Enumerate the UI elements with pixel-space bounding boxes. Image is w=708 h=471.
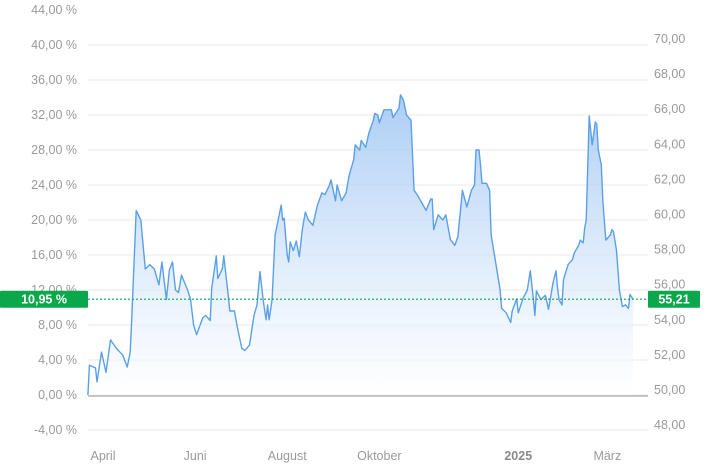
y-right-tick-label: 52,00 — [654, 348, 685, 362]
y-right-tick-label: 54,00 — [654, 313, 685, 327]
y-tick-label: 0,00 % — [38, 388, 77, 402]
y-right-tick-label: 70,00 — [654, 32, 685, 46]
x-tick-label: April — [90, 449, 115, 463]
performance-area — [87, 94, 633, 396]
y-right-tick-label: 48,00 — [654, 418, 685, 432]
x-tick-label: Juni — [184, 449, 207, 463]
y-tick-label: 8,00 % — [38, 318, 77, 332]
y-tick-label: -4,00 % — [34, 423, 77, 437]
y-tick-label: 24,00 % — [31, 178, 77, 192]
y-tick-label: 40,00 % — [31, 38, 77, 52]
y-right-tick-label: 66,00 — [654, 102, 685, 116]
current-percent-label: 10,95 % — [21, 293, 67, 307]
y-tick-label: 4,00 % — [38, 353, 77, 367]
y-tick-label: 16,00 % — [31, 248, 77, 262]
x-tick-label: August — [268, 449, 307, 463]
y-right-tick-label: 60,00 — [654, 208, 685, 222]
current-price-label: 55,21 — [658, 293, 689, 307]
y-tick-label: 36,00 % — [31, 73, 77, 87]
x-axis: April Juni August Oktober 2025 März — [90, 449, 621, 463]
y-right-tick-label: 58,00 — [654, 243, 685, 257]
x-tick-label: März — [593, 449, 621, 463]
y-right-tick-label: 62,00 — [654, 172, 685, 186]
y-tick-label: 32,00 % — [31, 108, 77, 122]
y-axis-left: 44,00 % 40,00 % 36,00 % 32,00 % 28,00 % 24,00… — [31, 3, 77, 437]
performance-line — [87, 94, 634, 396]
current-percent-badge: 10,95 % — [0, 290, 88, 308]
y-right-tick-label: 64,00 — [654, 137, 685, 151]
x-tick-label: Oktober — [357, 449, 401, 463]
y-tick-label: 44,00 % — [31, 3, 77, 17]
y-right-tick-label: 50,00 — [654, 383, 685, 397]
y-axis-right: 70,00 68,00 66,00 64,00 62,00 60,00 58,00 56,00… — [654, 32, 685, 432]
y-right-tick-label: 56,00 — [654, 278, 685, 292]
y-tick-label: 20,00 % — [31, 213, 77, 227]
x-tick-label: 2025 — [504, 449, 532, 463]
current-price-badge: 55,21 — [648, 290, 700, 308]
y-right-tick-label: 68,00 — [654, 67, 685, 81]
y-tick-label: 28,00 % — [31, 143, 77, 157]
